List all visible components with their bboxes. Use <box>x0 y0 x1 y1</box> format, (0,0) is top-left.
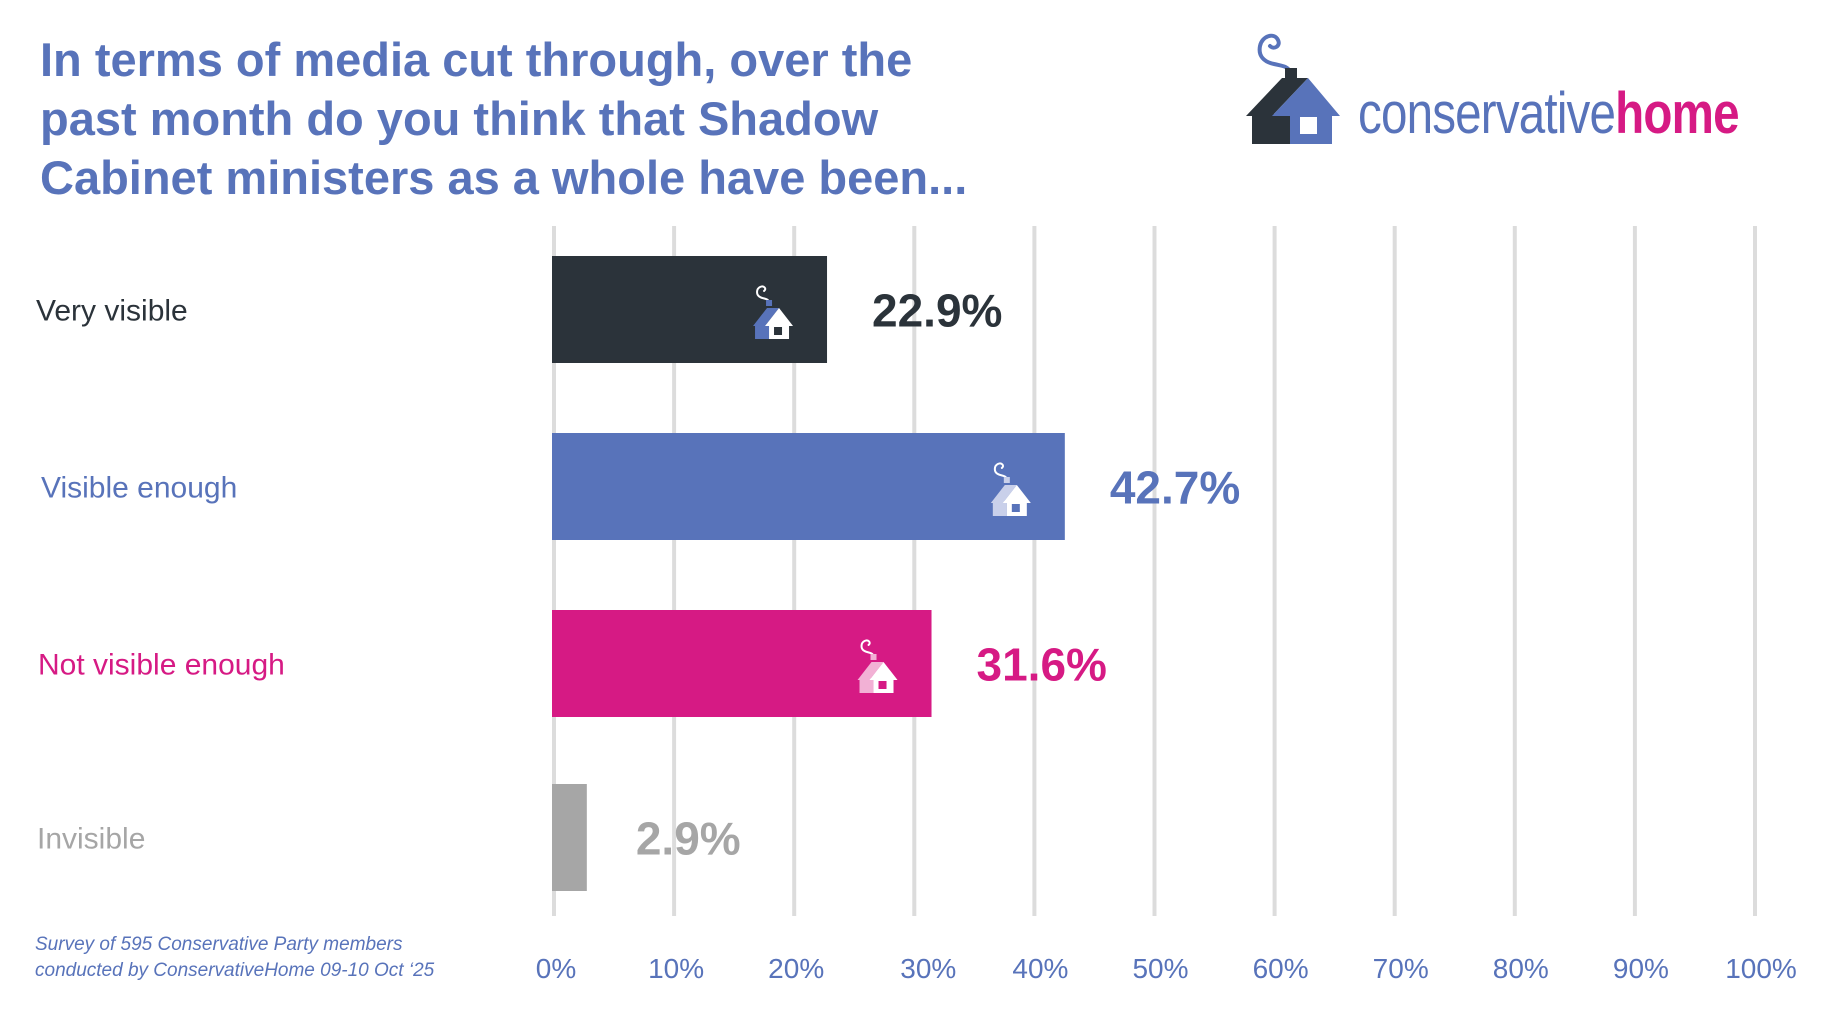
x-tick-label: 80% <box>1493 953 1549 984</box>
bar-invisible <box>552 784 587 891</box>
title-line-2: past month do you think that Shadow <box>40 92 879 145</box>
conservativehome-logo: conservativehome <box>1244 28 1804 152</box>
x-tick-label: 50% <box>1132 953 1188 984</box>
value-label: 2.9% <box>636 813 741 865</box>
bar-very-visible <box>552 256 828 363</box>
x-tick-label: 0% <box>536 953 576 984</box>
logo-wordmark: conservativehome <box>1358 81 1740 146</box>
footnote-line-1: Survey of 595 Conservative Party members <box>35 934 403 955</box>
bar-house-icon <box>990 462 1031 516</box>
footnote-line-2: conducted by ConservativeHome 09-10 Oct … <box>35 960 435 981</box>
value-label: 22.9% <box>872 285 1002 337</box>
category-label: Very visible <box>36 295 188 328</box>
value-label: 42.7% <box>1110 462 1240 514</box>
x-tick-label: 40% <box>1012 953 1068 984</box>
bar-house-icon <box>857 639 898 693</box>
x-tick-label: 10% <box>648 953 704 984</box>
title-line-1: In terms of media cut through, over the <box>40 33 913 86</box>
bar-visible-enough <box>552 433 1065 540</box>
category-label: Not visible enough <box>38 649 285 682</box>
x-tick-label: 90% <box>1613 953 1669 984</box>
category-label: Invisible <box>37 823 145 856</box>
x-tick-label: 20% <box>768 953 824 984</box>
bar-house-icon <box>753 285 794 339</box>
survey-footnote: Survey of 595 Conservative Party members… <box>35 932 434 984</box>
x-tick-label: 30% <box>900 953 956 984</box>
category-label: Visible enough <box>41 472 237 505</box>
title-line-3: Cabinet ministers as a whole have been..… <box>40 151 968 204</box>
x-tick-label: 100% <box>1725 953 1797 984</box>
x-tick-label: 70% <box>1373 953 1429 984</box>
house-with-smoke-icon <box>1246 33 1340 144</box>
bar-not-visible-enough <box>552 610 932 717</box>
x-tick-label: 60% <box>1253 953 1309 984</box>
chart-title: In terms of media cut through, over the … <box>40 30 1140 207</box>
value-label: 31.6% <box>977 639 1107 691</box>
